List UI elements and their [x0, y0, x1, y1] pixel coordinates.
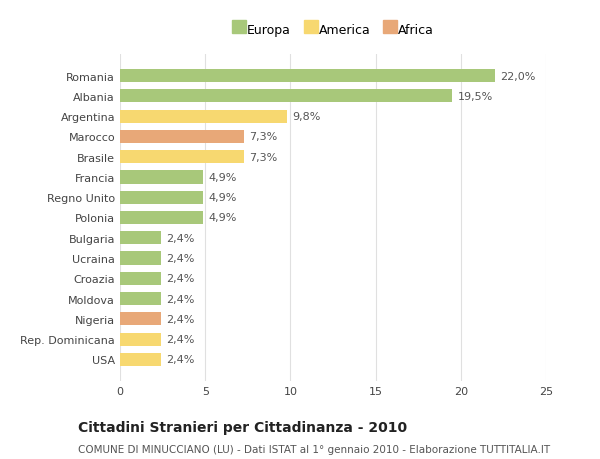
Text: 2,4%: 2,4% [166, 314, 194, 324]
Bar [120, 313, 161, 326]
Bar [120, 130, 244, 144]
Bar [120, 70, 495, 83]
Text: 4,9%: 4,9% [209, 213, 237, 223]
Text: 4,9%: 4,9% [209, 173, 237, 183]
Legend: Europa, America, Africa: Europa, America, Africa [227, 19, 439, 42]
Text: 19,5%: 19,5% [457, 92, 493, 102]
Text: Cittadini Stranieri per Cittadinanza - 2010: Cittadini Stranieri per Cittadinanza - 2… [78, 420, 407, 434]
Text: 2,4%: 2,4% [166, 334, 194, 344]
Bar [120, 272, 161, 285]
Bar [120, 171, 203, 184]
Bar [120, 252, 161, 265]
Bar [120, 110, 287, 123]
Text: 4,9%: 4,9% [209, 193, 237, 203]
Text: 2,4%: 2,4% [166, 233, 194, 243]
Bar [120, 90, 452, 103]
Bar [120, 353, 161, 366]
Text: 2,4%: 2,4% [166, 355, 194, 364]
Bar [120, 212, 203, 224]
Text: 2,4%: 2,4% [166, 294, 194, 304]
Bar [120, 292, 161, 306]
Text: 7,3%: 7,3% [250, 132, 278, 142]
Bar [120, 232, 161, 245]
Bar [120, 191, 203, 204]
Text: 7,3%: 7,3% [250, 152, 278, 162]
Bar [120, 333, 161, 346]
Text: 2,4%: 2,4% [166, 274, 194, 284]
Text: 9,8%: 9,8% [292, 112, 320, 122]
Text: COMUNE DI MINUCCIANO (LU) - Dati ISTAT al 1° gennaio 2010 - Elaborazione TUTTITA: COMUNE DI MINUCCIANO (LU) - Dati ISTAT a… [78, 444, 550, 454]
Text: 2,4%: 2,4% [166, 253, 194, 263]
Text: 22,0%: 22,0% [500, 72, 535, 81]
Bar [120, 151, 244, 164]
